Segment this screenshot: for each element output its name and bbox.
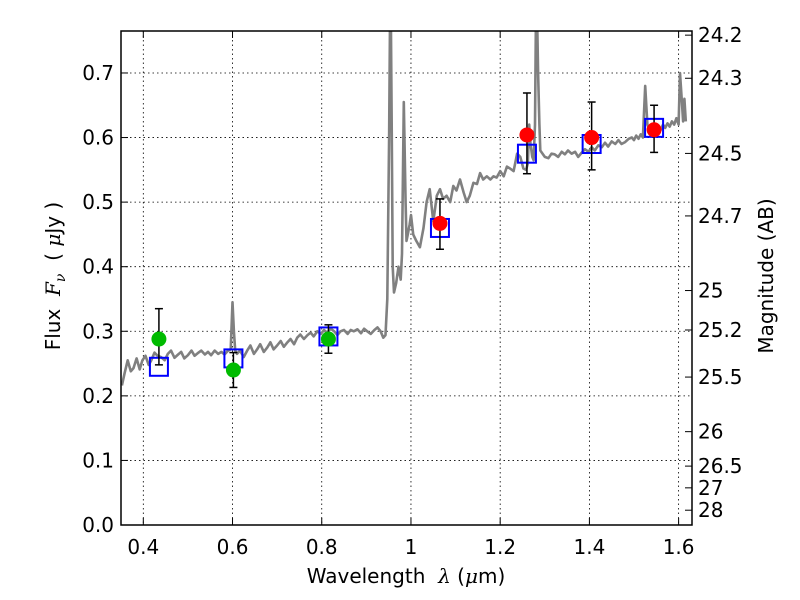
- y-tick-label: 0.5: [82, 190, 114, 214]
- y-tick-label: 0.0: [82, 513, 114, 537]
- sed-model-line: [121, 31, 688, 386]
- plot-frame: [120, 30, 693, 526]
- y-tick-label: 0.7: [82, 61, 114, 85]
- x-tick-label: 1.6: [663, 535, 695, 559]
- y-tick-label: 0.4: [82, 255, 114, 279]
- x-tick-label: 0.6: [217, 535, 249, 559]
- measured-flux-point: [519, 127, 535, 143]
- measured-flux-point: [646, 122, 662, 138]
- y-tick-label: 0.6: [82, 126, 114, 150]
- x-tick-label: 1: [405, 535, 418, 559]
- mag-tick-label: 25.5: [698, 365, 743, 389]
- y2-axis-label: Magnitude (AB): [754, 198, 778, 353]
- mag-tick-label: 27: [698, 476, 723, 500]
- x-tick-label: 0.4: [127, 535, 159, 559]
- mag-tick-label: 24.5: [698, 141, 743, 165]
- mag-tick-label: 25: [698, 279, 723, 303]
- x-axis-label: Wavelength λ (μm): [307, 564, 506, 588]
- mag-tick-label: 26: [698, 420, 723, 444]
- x-tick-label: 1.4: [573, 535, 605, 559]
- measured-flux-point: [225, 362, 241, 378]
- y-tick-label: 0.1: [82, 448, 114, 472]
- mag-tick-label: 24.7: [698, 204, 743, 228]
- x-tick-label: 0.8: [306, 535, 338, 559]
- mag-tick-label: 26.5: [698, 454, 743, 478]
- axis-ticks: [121, 31, 692, 526]
- mag-tick-label: 24.3: [698, 66, 743, 90]
- x-tick-label: 1.2: [484, 535, 516, 559]
- grid: [121, 31, 692, 525]
- mag-tick-label: 28: [698, 498, 723, 522]
- y-tick-label: 0.2: [82, 384, 114, 408]
- mag-tick-label: 25.2: [698, 318, 743, 342]
- mag-tick-label: 24.2: [698, 23, 743, 47]
- measured-flux-point: [584, 130, 600, 146]
- measured-flux-point: [151, 331, 167, 347]
- tick-labels: 0.4 0.6 0.8 1 1.2 1.4 1.6 0.0 0.1 0.2 0.3 0.4 0.5 0.6…: [82, 23, 742, 559]
- y-tick-label: 0.3: [82, 319, 114, 343]
- measured-flux-point: [320, 331, 336, 347]
- plot-area: [121, 31, 688, 389]
- y-axis-label: Flux Fν ( μJy ): [41, 202, 69, 351]
- measured-flux-point: [432, 215, 448, 231]
